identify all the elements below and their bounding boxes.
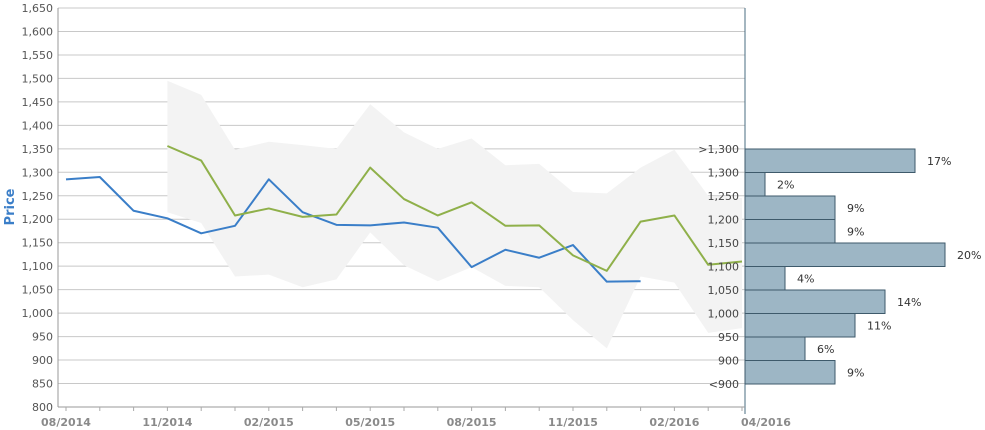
y-tick-label: 1,600: [22, 25, 54, 38]
y-tick-label: 900: [32, 354, 53, 367]
y-tick-label: 1,300: [22, 166, 54, 179]
distribution-category-label: 900: [718, 355, 739, 368]
distribution-category-label: 950: [718, 331, 739, 344]
y-tick-label: 1,450: [22, 96, 54, 109]
distribution-bar: [744, 266, 786, 291]
distribution-bars: <900 900 950 1,000 1,050 1,100 1,150 1,200 1,250…: [698, 143, 981, 391]
distribution-value-label: 6%: [817, 343, 834, 356]
x-tick-label: 08/2015: [447, 416, 497, 429]
y-tick-label: 1,100: [22, 260, 54, 273]
y-tick-label: 1,500: [22, 72, 54, 85]
x-tick-label: 05/2015: [345, 416, 395, 429]
x-tick-label: 11/2014: [142, 416, 192, 429]
y-tick-label: 850: [32, 378, 53, 391]
distribution-category-label: 1,250: [708, 190, 740, 203]
x-tick-label: 02/2015: [244, 416, 294, 429]
distribution-value-label: 17%: [927, 155, 951, 168]
distribution-category-label: 1,200: [708, 214, 740, 227]
distribution-value-label: 9%: [847, 225, 864, 238]
price-range-band: [167, 80, 742, 349]
y-axis-ticks: 800 850 900 950 1,000 1,050 1,100 1,150 1,200 1,2…: [22, 2, 54, 414]
distribution-category-label: 1,150: [708, 237, 740, 250]
distribution-bar: [744, 360, 836, 385]
y-tick-label: 1,000: [22, 307, 54, 320]
x-tick-label: 11/2015: [548, 416, 598, 429]
distribution-value-label: 20%: [957, 249, 981, 262]
distribution-category-label: 1,100: [708, 261, 740, 274]
distribution-category-label: 1,050: [708, 284, 740, 297]
distribution-value-label: 4%: [797, 272, 814, 285]
distribution-bar: [744, 242, 946, 267]
x-tick-label: 02/2016: [649, 416, 699, 429]
y-tick-label: 1,650: [22, 2, 54, 15]
series-line: [167, 145, 743, 272]
y-tick-label: 1,550: [22, 49, 54, 62]
distribution-bar: [744, 195, 836, 220]
y-tick-label: 1,400: [22, 119, 54, 132]
y-tick-label: 1,250: [22, 190, 54, 203]
x-tick-label: 04/2016: [741, 416, 791, 429]
series-lines: [65, 145, 743, 283]
x-tick-label: 08/2014: [41, 416, 91, 429]
distribution-bar: [744, 219, 836, 244]
y-tick-label: 950: [32, 331, 53, 344]
distribution-value-label: 14%: [897, 296, 921, 309]
distribution-bar: [744, 148, 916, 173]
distribution-bar: [744, 313, 856, 338]
distribution-value-label: 2%: [777, 178, 794, 191]
y-tick-label: 1,050: [22, 284, 54, 297]
distribution-value-label: 9%: [847, 366, 864, 379]
distribution-value-label: 11%: [867, 319, 891, 332]
y-axis-label: Price: [3, 188, 18, 225]
x-axis-ticks: 08/2014 11/2014 02/2015 05/2015 08/2015 11/20…: [41, 407, 791, 429]
y-tick-label: 1,350: [22, 143, 54, 156]
distribution-category-label: <900: [709, 378, 739, 391]
distribution-bar: [744, 172, 766, 197]
distribution-bar: [744, 336, 806, 361]
distribution-bar: [744, 289, 886, 314]
y-tick-label: 800: [32, 401, 53, 414]
distribution-value-label: 9%: [847, 202, 864, 215]
distribution-category-label: >1,300: [698, 143, 739, 156]
distribution-category-label: 1,000: [708, 308, 740, 321]
series-line: [65, 175, 641, 283]
distribution-category-label: 1,300: [708, 167, 740, 180]
y-tick-label: 1,150: [22, 237, 54, 250]
y-tick-label: 1,200: [22, 213, 54, 226]
